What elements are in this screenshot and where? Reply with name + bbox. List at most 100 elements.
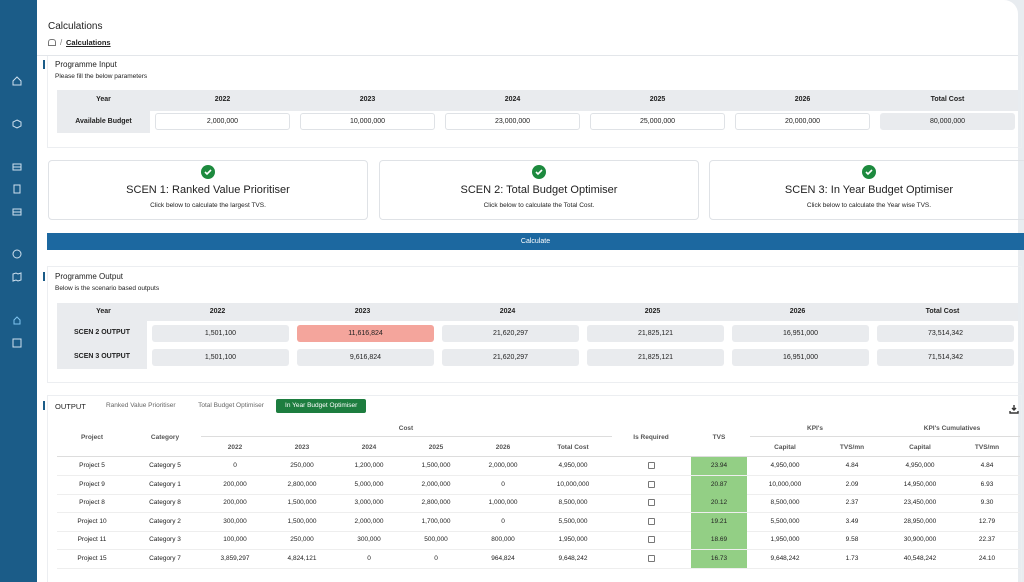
scenario-card[interactable] [48,160,368,220]
calc-icon[interactable] [12,315,22,325]
column-header: 2025 [644,308,661,315]
output-cell: 73,514,342 [877,325,1014,342]
table-cell: Project 5 [79,462,105,469]
table-cell: 5,000,000 [354,480,384,488]
home-icon[interactable] [12,76,22,86]
table-cell: 3,859,297 [220,554,250,562]
table-cell: Category 8 [149,499,181,506]
scenario-description: Click below to calculate the Total Cost. [483,202,595,209]
tvs-cell-bg [691,494,747,512]
tab[interactable]: In Year Budget Optimiser [276,399,366,413]
list-icon[interactable] [12,207,22,217]
table-cell: 8,500,000 [558,499,588,506]
required-checkbox[interactable] [648,517,655,525]
scenario-title: SCEN 1: Ranked Value Prioritiser [126,184,290,196]
table-cell: 100,000 [223,536,247,543]
panel-icon[interactable] [12,338,22,348]
section-box [47,395,1022,582]
table-cell: 2,000,000 [421,480,451,488]
clock-icon[interactable] [12,249,22,259]
column-header: 2024 [504,96,521,103]
table-cell: 2,000,000 [488,462,518,469]
group-header: KPI's [807,425,823,432]
table-cell: 1,950,000 [770,536,800,543]
budget-input[interactable]: 23,000,000 [445,113,580,130]
tvs-cell-bg [691,549,747,568]
table-cell: 12.79 [978,517,996,525]
table-cell: 200,000 [223,499,247,506]
table-cell: 1,000,000 [488,499,518,506]
check-icon [201,165,215,179]
scenario-description: Click below to calculate the largest TVS… [150,202,266,209]
column-header: 2026 [495,444,511,451]
results-label: OUTPUT [55,402,86,411]
table-cell: 300,000 [357,536,381,543]
required-checkbox[interactable] [648,480,655,488]
crumb-sep: / [60,38,63,47]
list-icon[interactable] [12,162,22,172]
table-cell: 1,500,000 [287,499,317,506]
required-checkbox[interactable] [648,554,655,562]
column-header: TVS/mn [974,444,1000,451]
table-cell: 9.58 [845,536,859,543]
table-header [57,303,1018,321]
column-header: 2026 [789,308,806,315]
table-cell: Category 2 [149,517,181,525]
table-cell: 2,800,000 [287,480,317,488]
table-cell: 4,824,121 [287,554,317,562]
tab[interactable]: Ranked Value Prioritiser [105,402,176,409]
row-label-cell [57,111,150,133]
budget-input[interactable]: 2,000,000 [155,113,290,130]
column-header: 2023 [294,444,310,451]
table-cell: 0 [501,517,505,525]
table-cell: 23.94 [710,462,728,469]
table-cell: 1,950,000 [558,536,588,543]
scenario-card[interactable] [709,160,1024,220]
section-marker [43,401,45,410]
row-rule [57,530,1020,532]
doc-icon[interactable] [12,184,22,194]
divider [37,55,1018,56]
table-cell: Category 5 [149,462,181,469]
column-header: 2026 [794,96,811,103]
home-crumb [48,39,56,46]
breadcrumb[interactable]: Calculations [66,38,111,47]
budget-input[interactable]: 25,000,000 [590,113,725,130]
required-checkbox[interactable] [648,499,655,506]
budget-input[interactable]: 10,000,000 [300,113,435,130]
box-icon[interactable] [12,119,22,129]
table-cell: Project 9 [79,480,105,488]
table-cell: 23,450,000 [903,499,937,506]
table-cell: 0 [434,554,438,562]
table-cell: 22.37 [978,536,996,543]
table-cell: 20.87 [710,480,728,488]
table-cell: 4.84 [980,462,994,469]
check-mark [865,169,873,176]
tab[interactable]: Total Budget Optimiser [198,402,264,409]
row-label-cell [57,321,147,345]
scenario-card[interactable] [379,160,699,220]
column-header: Total Cost [925,308,960,315]
output-cell: 9,616,824 [297,349,434,366]
row-label: SCEN 2 OUTPUT [73,329,130,336]
download-glyph [1009,405,1019,414]
rule [57,456,1020,457]
column-header: 2022 [209,308,226,315]
section-title: Programme Input [55,60,117,69]
calculate-button[interactable]: Calculate [47,233,1024,250]
table-cell: 0 [233,462,237,469]
table-cell: Category 1 [149,480,181,488]
table-cell: Project 11 [77,536,107,543]
table-cell: Category 3 [149,536,181,543]
download-icon[interactable] [1009,401,1019,414]
budget-input[interactable]: 20,000,000 [735,113,870,130]
required-checkbox[interactable] [648,536,655,543]
map-icon[interactable] [12,272,22,282]
column-header: Year [96,308,111,315]
row-rule [57,549,1020,550]
row-label: Available Budget [75,118,132,125]
required-checkbox[interactable] [648,462,655,469]
column-header: TVS/mn [839,444,865,451]
column-header: Total Cost [930,96,965,103]
check-icon [532,165,546,179]
